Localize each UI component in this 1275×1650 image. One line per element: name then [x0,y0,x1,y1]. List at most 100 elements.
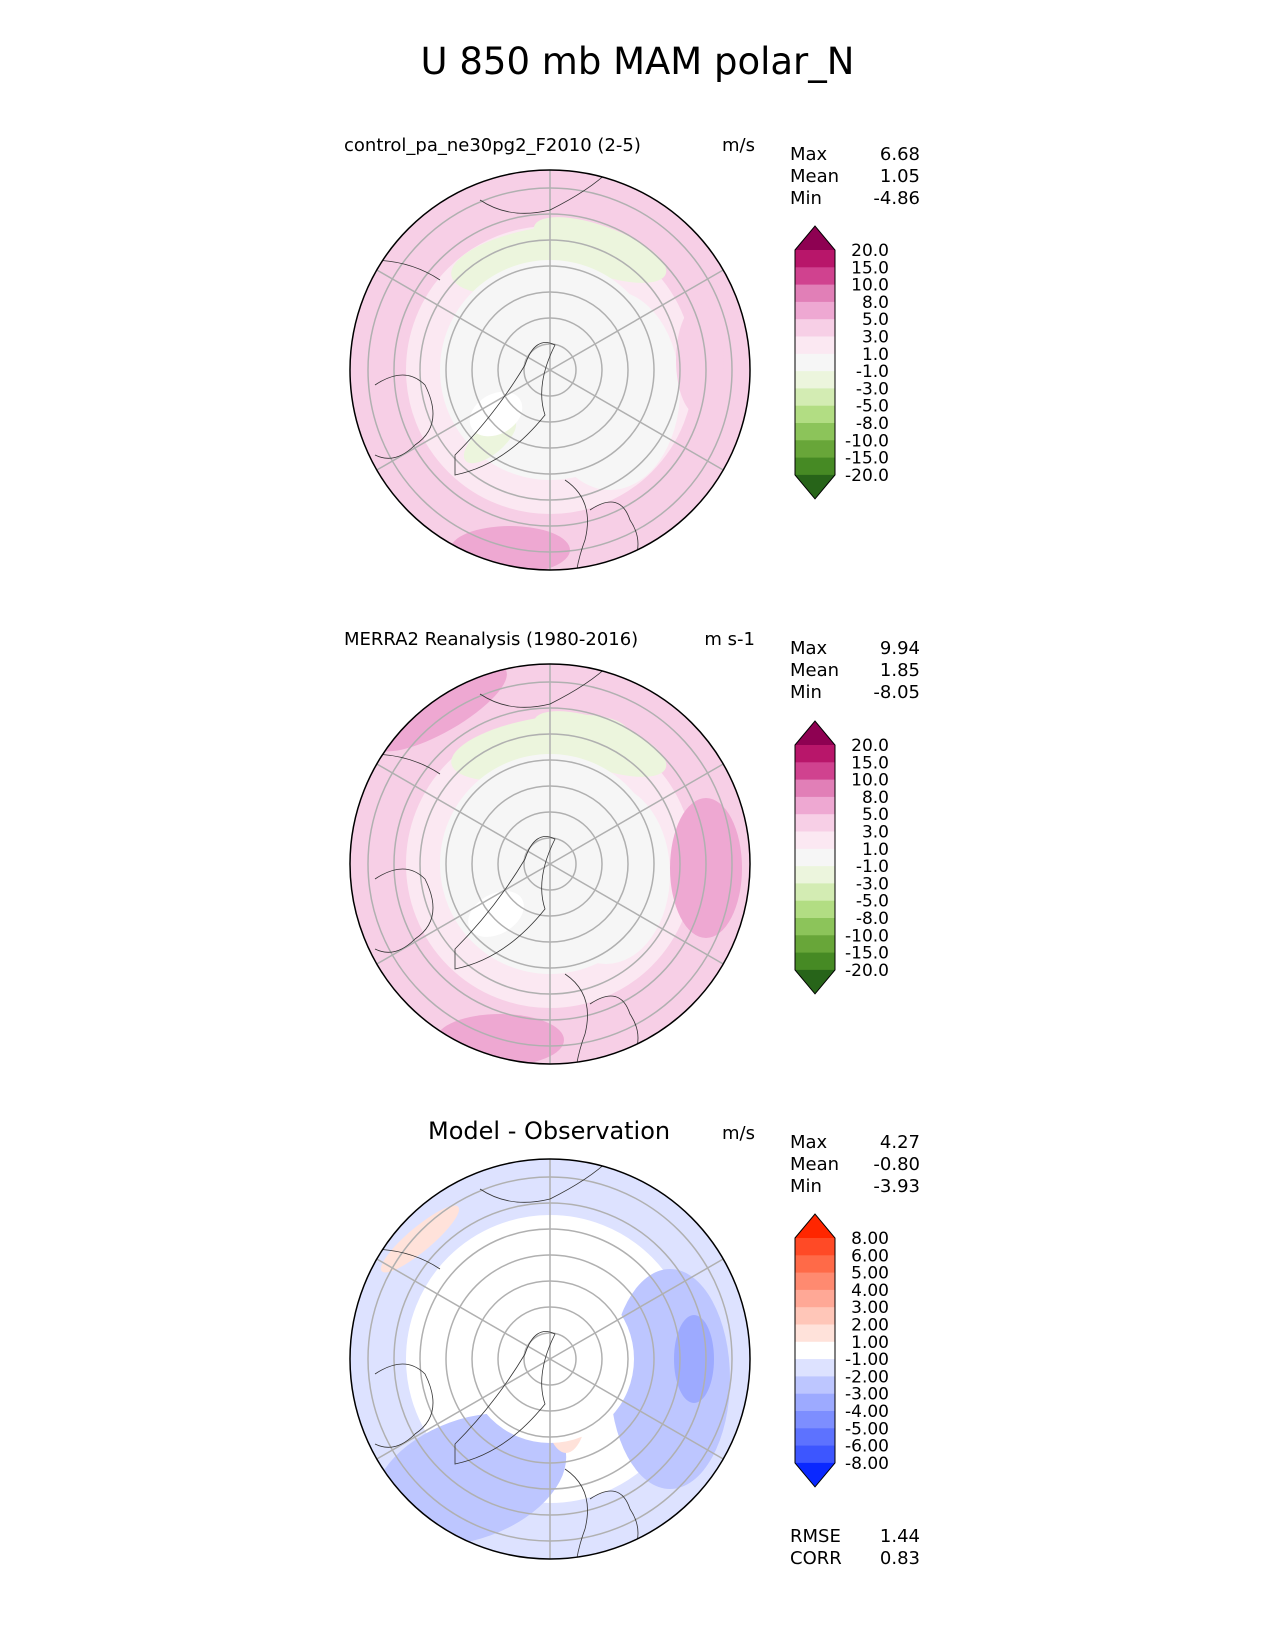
contour-field [350,1159,750,1559]
colorbar-tick-label: -2.00 [845,1367,889,1387]
contour-region [542,784,670,964]
panel-2-title: MERRA2 Reanalysis (1980-2016) [344,629,639,650]
colorbar-tick-label: -15.0 [845,449,889,469]
colorbar-band [795,267,835,286]
colorbar-tick-label: 8.00 [851,1229,889,1249]
stat-max: Max 6.68 [790,144,920,165]
panel-2-stats: Max 9.94 Mean 1.85 Min -8.05 [790,638,920,704]
colorbar-band [795,301,835,320]
stat-corr: CORR 0.83 [790,1548,920,1569]
colorbar-tick-label: 8.0 [862,788,889,808]
colorbar-extend-max [795,721,835,745]
colorbar-outline [794,1213,836,1488]
colorbar-band [795,1411,835,1429]
colorbar-extend-min [795,1462,835,1487]
colorbar-band [795,319,835,337]
colorbar-tick-label: -20.0 [845,961,889,981]
contour-field [350,170,750,570]
colorbar-tick-label: 8.0 [862,293,889,313]
colorbar-band [795,1324,835,1343]
colorbar-tick-label: -1.00 [845,1350,889,1370]
stat-mean: Mean 1.05 [790,166,920,187]
contour-region [676,304,724,416]
colorbar-tick-label: -5.0 [856,892,889,912]
meridian-gridline [549,1358,724,1460]
colorbar-tick-label: -8.00 [845,1454,889,1474]
coastline-america [374,1363,434,1448]
colorbar-band [795,1359,835,1377]
coastline-america [374,374,434,459]
colorbar-band [795,1428,835,1447]
colorbar-tick-label: -6.00 [845,1437,889,1457]
contour-field [350,664,750,1064]
colorbar-outline [794,225,836,500]
panel-1-stats: Max 6.68 Mean 1.05 Min -4.86 [790,144,920,210]
meridian-gridline [376,863,551,965]
panel-1-polar-map [349,169,751,571]
colorbar-tick-label: 1.0 [862,840,889,860]
panel-1-title: control_pa_ne30pg2_F2010 (2-5) [344,135,641,156]
colorbar-tick-label: 20.0 [851,241,889,261]
colorbar-tick-label: 6.00 [851,1246,889,1266]
figure-title: U 850 mb MAM polar_N [420,40,855,83]
colorbar-tick-label: -4.00 [845,1402,889,1422]
colorbar-tick-label: 10.0 [851,771,889,791]
colorbar-tick-label: -20.0 [845,466,889,486]
colorbar-extend-max [795,1214,835,1238]
panel-3-units: m/s [722,1123,755,1144]
colorbar-band [795,1238,835,1256]
coastline-greenland [454,836,556,970]
panel-2-colorbar: 20.015.010.08.05.03.01.0-1.0-3.0-5.0-8.0… [794,720,889,995]
colorbar-band [795,796,835,815]
panel-3-error-stats: RMSE 1.44 CORR 0.83 [790,1526,920,1570]
stat-min: Min -4.86 [790,188,920,209]
panel-2-units: m s-1 [704,629,755,650]
coastline-greenland [454,342,556,476]
colorbar-tick-label: 2.00 [851,1316,889,1336]
colorbar-band [795,353,835,372]
colorbar-band [795,1341,835,1360]
colorbar-tick-label: 15.0 [851,753,889,773]
colorbar-band [795,284,835,303]
colorbar-tick-label: 5.0 [862,805,889,825]
meridian-gridline [549,1258,724,1360]
colorbar-band [795,900,835,919]
colorbar-tick-label: 3.0 [862,823,889,843]
colorbar-tick-label: 5.00 [851,1264,889,1284]
colorbar-tick-label: 5.0 [862,310,889,330]
colorbar-tick-label: 1.0 [862,345,889,365]
colorbar-band [795,1393,835,1412]
colorbar-band [795,457,835,476]
meridian-gridline [376,1358,551,1460]
meridian-gridline [376,1258,551,1360]
colorbar-band [795,918,835,936]
colorbar-tick-label: -10.0 [845,926,889,946]
colorbar-tick-label: -10.0 [845,431,889,451]
colorbar-band [795,250,835,268]
stat-min: Min -3.93 [790,1176,920,1197]
colorbar-extend-min [795,474,835,499]
colorbar-band [795,1445,835,1464]
colorbar-tick-label: 1.00 [851,1333,889,1353]
colorbar-tick-label: 20.0 [851,736,889,756]
colorbar-band [795,935,835,954]
colorbar-tick-label: 3.00 [851,1298,889,1318]
map-border [349,1158,751,1560]
stat-max: Max 9.94 [790,638,920,659]
panel-3-polar-map [349,1158,751,1560]
coastline-greenland [454,1331,556,1465]
panel-1-colorbar: 20.015.010.08.05.03.01.0-1.0-3.0-5.0-8.0… [794,225,889,500]
colorbar-tick-label: -15.0 [845,944,889,964]
colorbar-tick-label: -1.0 [856,362,889,382]
colorbar-tick-label: 10.0 [851,276,889,296]
map-border [349,663,751,1065]
meridian-gridline [549,269,724,371]
colorbar-extend-min [795,969,835,994]
contour-region [540,290,680,490]
colorbar-band [795,883,835,902]
colorbar-tick-label: -5.0 [856,397,889,417]
colorbar-band [795,405,835,424]
colorbar-tick-label: 3.0 [862,328,889,348]
stat-mean: Mean 1.85 [790,660,920,681]
colorbar-band [795,1376,835,1395]
